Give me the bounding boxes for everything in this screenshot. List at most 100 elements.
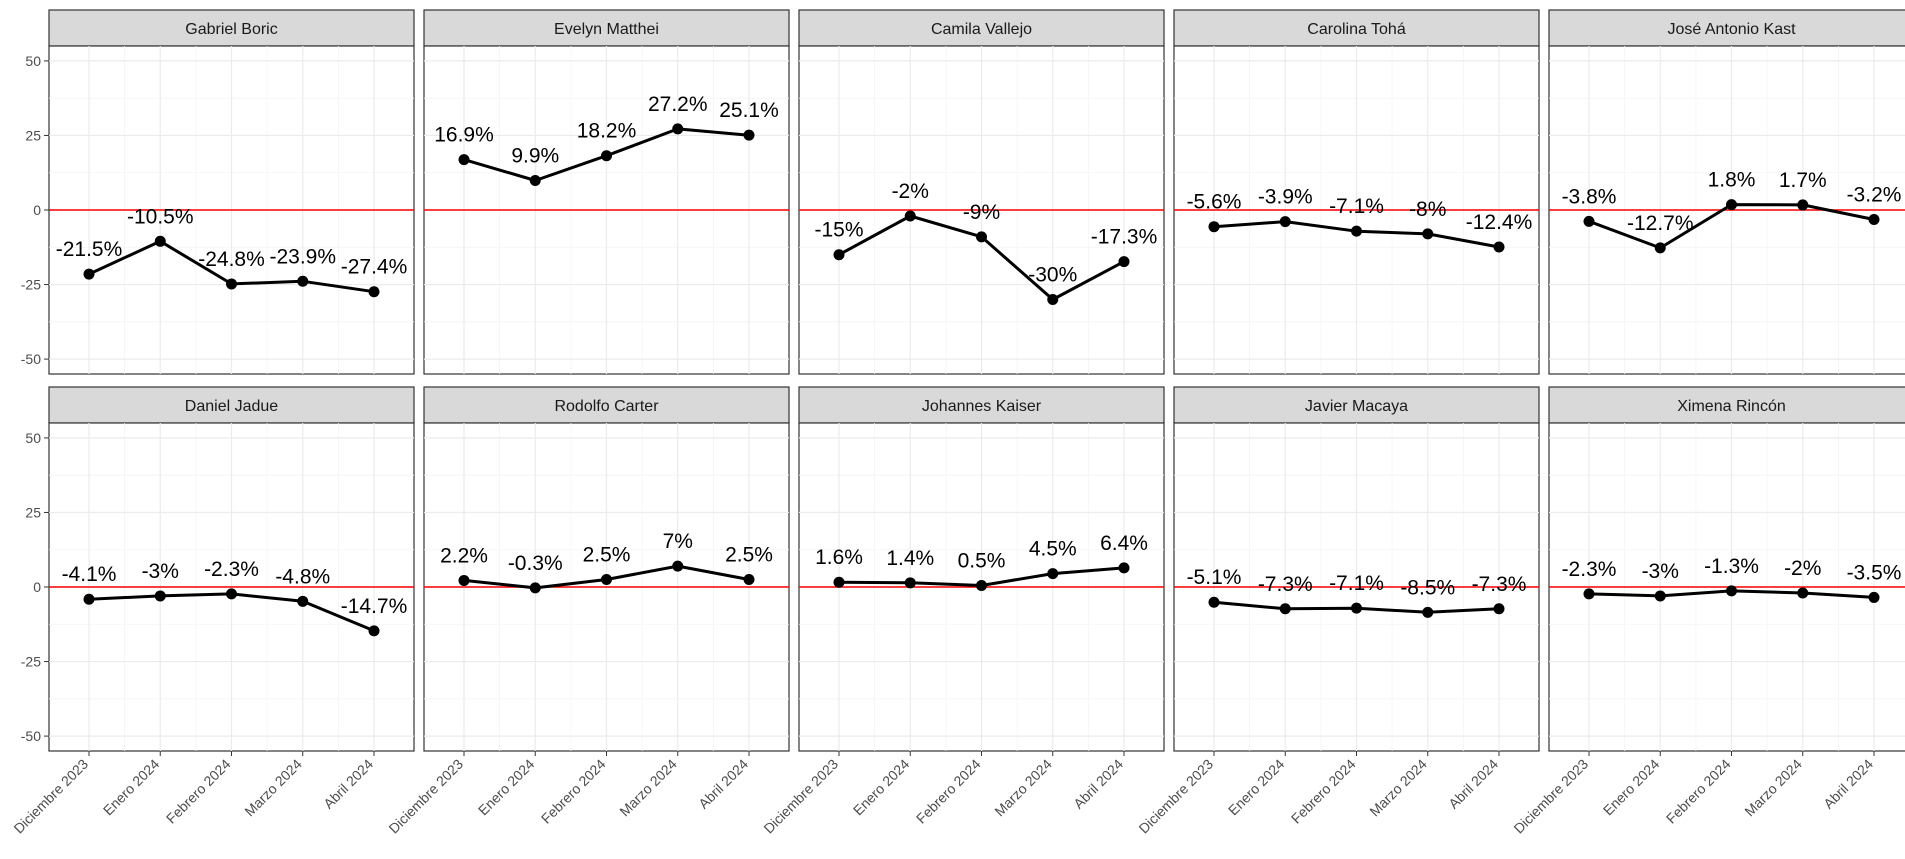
data-point — [226, 588, 237, 600]
data-label: -7.3% — [1472, 573, 1527, 596]
data-label: -3.8% — [1562, 185, 1617, 208]
data-label: 2.5% — [725, 544, 773, 567]
x-tick-label: Diciembre 2023 — [10, 756, 91, 837]
data-point — [1654, 242, 1666, 254]
y-tick-label: -25 — [21, 654, 41, 670]
x-tick-label: Enero 2024 — [1600, 756, 1663, 819]
data-point — [83, 268, 95, 280]
data-label: 25.1% — [719, 99, 779, 122]
data-point — [672, 123, 684, 135]
data-point — [904, 577, 916, 589]
data-point — [1422, 606, 1434, 618]
data-point — [1868, 591, 1880, 603]
data-label: -7.3% — [1258, 573, 1313, 596]
data-point — [154, 235, 166, 247]
data-point — [1047, 293, 1059, 305]
strip-title: Carolina Tohá — [1307, 21, 1406, 38]
data-point — [1118, 256, 1130, 268]
facet-panel: José Antonio Kast -3.8% -12.7% 1.8% 1.7% -3.2… — [1548, 9, 1905, 375]
data-label: -3.2% — [1847, 184, 1902, 207]
x-tick-label: Enero 2024 — [100, 756, 163, 819]
data-label: -15% — [814, 219, 863, 242]
strip-title: Daniel Jadue — [185, 398, 279, 415]
x-tick-label: Abril 2024 — [1820, 756, 1876, 812]
data-point — [458, 574, 470, 586]
data-label: -3.5% — [1847, 561, 1902, 584]
data-label: -3% — [1642, 560, 1679, 583]
data-label: -0.3% — [508, 552, 563, 575]
data-label: -4.8% — [275, 565, 330, 588]
data-point — [976, 580, 987, 592]
data-label: -24.8% — [198, 248, 265, 271]
data-point — [1047, 568, 1059, 580]
y-tick-label: -50 — [21, 728, 41, 744]
x-tick-label: Marzo 2024 — [616, 756, 680, 820]
data-point — [1583, 215, 1595, 227]
data-point — [833, 249, 845, 261]
x-tick-label: Abril 2024 — [1070, 756, 1126, 812]
strip-header — [798, 386, 1165, 424]
facet-panel: Javier Macaya -5.1% -7.3% -7.1% -8.5% -7.3% Di… — [1135, 386, 1540, 836]
data-label: 1.8% — [1708, 169, 1756, 192]
data-label: -30% — [1028, 263, 1077, 286]
data-point — [1493, 241, 1505, 253]
x-tick-label: Febrero 2024 — [163, 756, 234, 827]
data-point — [976, 231, 987, 243]
x-tick-label: Febrero 2024 — [1663, 756, 1734, 827]
data-point — [1208, 596, 1220, 608]
data-label: -2.3% — [1562, 558, 1617, 581]
data-point — [1118, 562, 1130, 574]
data-point — [529, 174, 541, 186]
strip-header — [1173, 9, 1540, 47]
data-label: -7.1% — [1329, 572, 1384, 595]
strip-header — [48, 9, 415, 47]
y-tick-label: 25 — [25, 504, 41, 520]
data-label: 4.5% — [1029, 538, 1077, 561]
facet-panel: Camila Vallejo -15% -2% -9% -30% -17.3% — [798, 9, 1165, 375]
data-point — [226, 278, 237, 290]
data-label: -14.7% — [341, 595, 408, 618]
x-tick-label: Abril 2024 — [320, 756, 376, 812]
x-tick-label: Febrero 2024 — [1288, 756, 1359, 827]
data-point — [1493, 603, 1505, 615]
data-label: -2% — [1784, 557, 1821, 580]
x-tick-label: Enero 2024 — [475, 756, 538, 819]
facet-panel: Gabriel Boric -21.5%-10.5%-24.8% -23.9% -27… — [21, 9, 415, 375]
data-label: -12.7% — [1627, 212, 1694, 235]
data-point — [297, 275, 309, 287]
y-tick-label: 50 — [25, 430, 41, 446]
data-point — [1654, 590, 1666, 602]
y-tick-label: -25 — [21, 277, 41, 293]
data-point — [1351, 602, 1362, 614]
data-point — [1726, 585, 1737, 597]
x-tick-label: Diciembre 2023 — [385, 756, 466, 837]
data-point — [458, 154, 470, 166]
y-tick-label: 0 — [33, 202, 41, 218]
data-label: 16.9% — [434, 124, 494, 147]
data-point — [1868, 214, 1880, 226]
data-label: -8.5% — [1400, 576, 1455, 599]
x-tick-label: Febrero 2024 — [913, 756, 984, 827]
strip-title: Ximena Rincón — [1677, 398, 1786, 415]
x-tick-label: Marzo 2024 — [1741, 756, 1805, 820]
strip-title: Camila Vallejo — [931, 21, 1032, 38]
data-label: 2.2% — [440, 544, 488, 567]
data-point — [1583, 588, 1595, 600]
data-point — [154, 590, 166, 602]
data-point — [368, 286, 380, 298]
data-label: -7.1% — [1329, 195, 1384, 218]
data-point — [368, 625, 380, 637]
strip-title: Javier Macaya — [1305, 398, 1408, 415]
data-label: 18.2% — [577, 120, 637, 143]
data-label: -17.3% — [1091, 226, 1158, 249]
data-label: 1.4% — [886, 547, 934, 570]
strip-title: Gabriel Boric — [185, 21, 277, 38]
data-point — [1208, 221, 1220, 233]
y-tick-label: 25 — [25, 127, 41, 143]
data-point — [743, 129, 755, 141]
x-tick-label: Enero 2024 — [850, 756, 913, 819]
data-point — [601, 574, 612, 586]
x-tick-label: Diciembre 2023 — [760, 756, 841, 837]
x-tick-label: Marzo 2024 — [1366, 756, 1430, 820]
